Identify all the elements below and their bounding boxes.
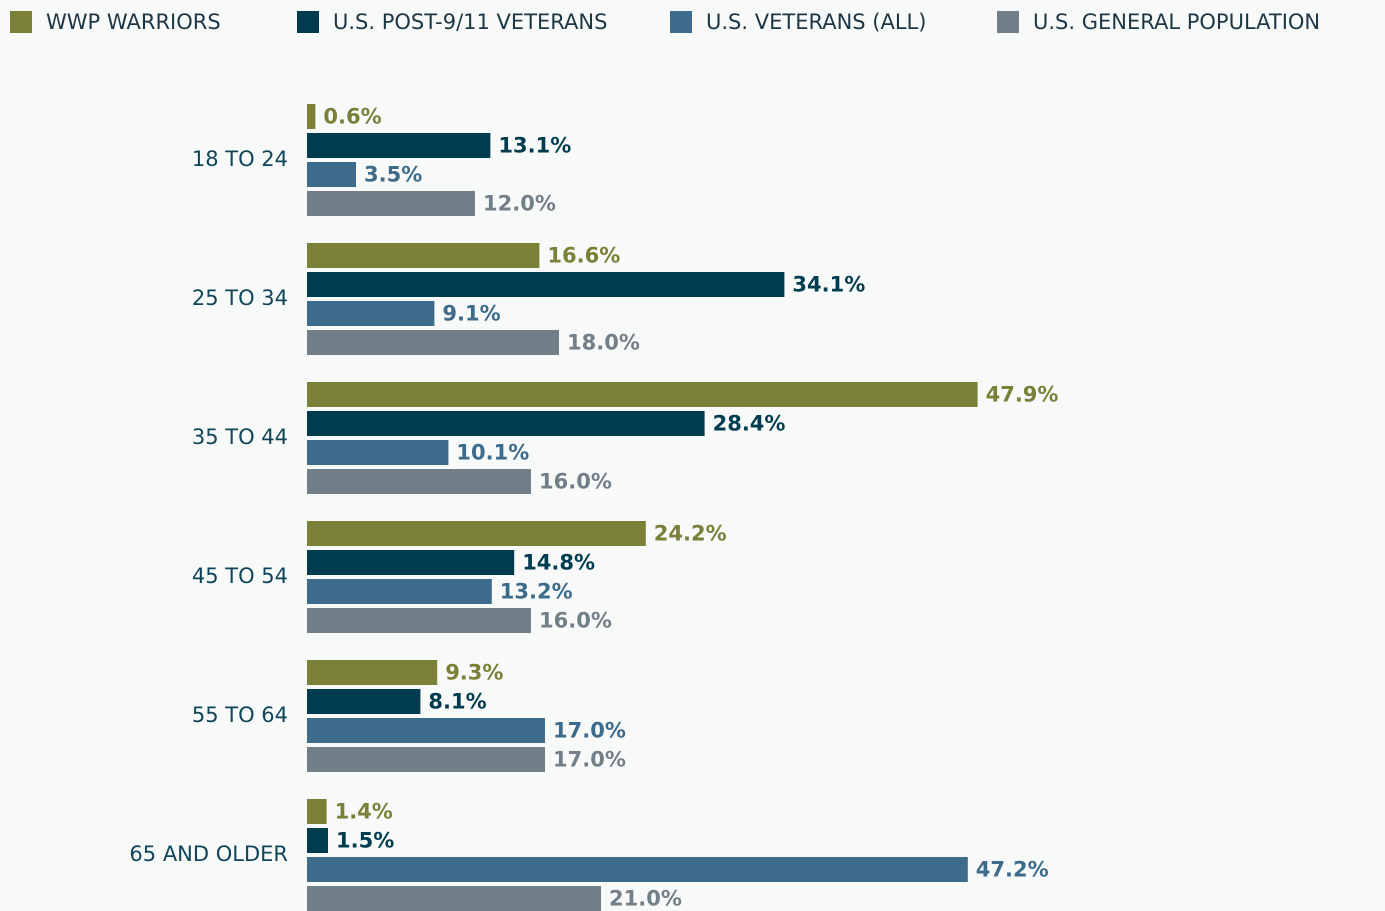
bar: [307, 330, 559, 355]
legend-label: U.S. VETERANS (ALL): [706, 10, 926, 34]
legend-swatch: [670, 11, 692, 33]
value-label: 3.5%: [364, 163, 422, 187]
legend-label: U.S. GENERAL POPULATION: [1033, 10, 1320, 34]
category-label: 35 TO 44: [192, 425, 288, 449]
value-label: 21.0%: [609, 887, 682, 911]
value-label: 28.4%: [713, 412, 786, 436]
value-label: 17.0%: [553, 719, 626, 743]
value-label: 16.6%: [547, 244, 620, 268]
legend-label: WWP WARRIORS: [46, 10, 221, 34]
legend-swatch: [10, 11, 32, 33]
value-label: 47.9%: [986, 383, 1059, 407]
bar: [307, 191, 475, 216]
category-label: 45 TO 54: [192, 564, 288, 588]
legend-swatch: [297, 11, 319, 33]
value-label: 8.1%: [428, 690, 486, 714]
bar: [307, 660, 438, 685]
bar: [307, 799, 327, 824]
category-label: 55 TO 64: [192, 703, 288, 727]
value-label: 24.2%: [654, 522, 727, 546]
value-label: 17.0%: [553, 748, 626, 772]
bar: [307, 521, 646, 546]
value-label: 13.1%: [498, 134, 571, 158]
bar: [307, 689, 421, 714]
value-label: 47.2%: [976, 858, 1049, 882]
bar: [307, 747, 545, 772]
bar: [307, 469, 531, 494]
legend-label: U.S. POST-9/11 VETERANS: [333, 10, 607, 34]
bar: [307, 608, 531, 633]
bar: [307, 162, 356, 187]
category-label: 25 TO 34: [192, 286, 288, 310]
value-label: 9.1%: [442, 302, 500, 326]
bar: [307, 718, 545, 743]
bar: [307, 440, 449, 465]
bar: [307, 550, 515, 575]
bar: [307, 272, 785, 297]
bar: [307, 243, 540, 268]
bar: [307, 886, 601, 911]
value-label: 16.0%: [539, 470, 612, 494]
bar: [307, 382, 978, 407]
value-label: 0.6%: [323, 105, 381, 129]
value-label: 16.0%: [539, 609, 612, 633]
bar: [307, 133, 491, 158]
value-label: 12.0%: [483, 192, 556, 216]
bar: [307, 828, 328, 853]
value-label: 1.4%: [335, 800, 393, 824]
value-label: 34.1%: [792, 273, 865, 297]
category-label: 18 TO 24: [192, 147, 288, 171]
value-label: 14.8%: [522, 551, 595, 575]
value-label: 13.2%: [500, 580, 573, 604]
legend-swatch: [997, 11, 1019, 33]
bar: [307, 301, 435, 326]
bar: [307, 411, 705, 436]
value-label: 9.3%: [445, 661, 503, 685]
bar: [307, 857, 968, 882]
value-label: 18.0%: [567, 331, 640, 355]
bar: [307, 579, 492, 604]
category-label: 65 AND OLDER: [129, 842, 288, 866]
value-label: 1.5%: [336, 829, 394, 853]
value-label: 10.1%: [456, 441, 529, 465]
bar: [307, 104, 316, 129]
